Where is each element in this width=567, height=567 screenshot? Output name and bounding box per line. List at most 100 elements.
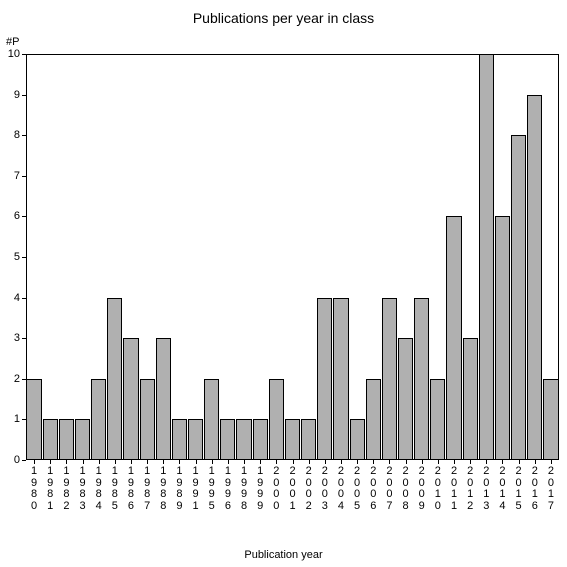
bar <box>156 338 171 460</box>
y-tick <box>22 54 26 55</box>
bar <box>366 379 381 460</box>
y-tick-label: 10 <box>0 48 20 60</box>
x-tick <box>276 460 277 464</box>
x-tick-label: 1988 <box>158 466 168 512</box>
x-tick <box>341 460 342 464</box>
x-tick <box>179 460 180 464</box>
x-tick <box>502 460 503 464</box>
x-tick-label: 1987 <box>142 466 152 512</box>
x-tick <box>422 460 423 464</box>
x-tick <box>244 460 245 464</box>
bar <box>285 419 300 460</box>
y-tick <box>22 216 26 217</box>
x-tick-label: 2006 <box>368 466 378 512</box>
x-tick <box>83 460 84 464</box>
x-tick-label: 2015 <box>514 466 524 512</box>
y-tick-label: 5 <box>0 251 20 263</box>
y-tick <box>22 379 26 380</box>
x-tick <box>373 460 374 464</box>
y-tick-label: 1 <box>0 413 20 425</box>
x-tick <box>163 460 164 464</box>
x-tick-label: 1986 <box>126 466 136 512</box>
bar <box>495 216 510 460</box>
y-tick-label: 7 <box>0 170 20 182</box>
x-tick <box>438 460 439 464</box>
y-tick <box>22 257 26 258</box>
y-tick <box>22 460 26 461</box>
x-tick-label: 2008 <box>401 466 411 512</box>
x-tick-label: 1996 <box>223 466 233 512</box>
x-tick <box>196 460 197 464</box>
x-tick <box>535 460 536 464</box>
bar <box>26 379 41 460</box>
x-tick <box>470 460 471 464</box>
y-tick-label: 9 <box>0 89 20 101</box>
bar <box>220 419 235 460</box>
x-tick-label: 2000 <box>271 466 281 512</box>
x-tick-label: 2016 <box>530 466 540 512</box>
bar <box>463 338 478 460</box>
bar <box>382 298 397 460</box>
y-tick <box>22 135 26 136</box>
x-tick <box>147 460 148 464</box>
bar <box>479 54 494 460</box>
bar <box>59 419 74 460</box>
bar <box>188 419 203 460</box>
bar <box>204 379 219 460</box>
chart-container: Publications per year in class #P Public… <box>0 0 567 567</box>
x-tick-label: 1983 <box>78 466 88 512</box>
x-tick-label: 2003 <box>320 466 330 512</box>
x-tick <box>34 460 35 464</box>
y-tick-label: 3 <box>0 332 20 344</box>
x-tick <box>389 460 390 464</box>
x-tick <box>406 460 407 464</box>
y-tick-label: 8 <box>0 129 20 141</box>
x-tick-label: 2012 <box>465 466 475 512</box>
x-tick-label: 1999 <box>255 466 265 512</box>
y-tick <box>22 419 26 420</box>
x-tick-label: 2017 <box>546 466 556 512</box>
bar <box>107 298 122 460</box>
bar <box>172 419 187 460</box>
y-tick <box>22 298 26 299</box>
x-tick <box>519 460 520 464</box>
bar <box>317 298 332 460</box>
x-tick-label: 1984 <box>94 466 104 512</box>
x-tick-label: 2013 <box>481 466 491 512</box>
x-tick-label: 1980 <box>29 466 39 512</box>
x-tick-label: 2010 <box>433 466 443 512</box>
x-tick <box>454 460 455 464</box>
bar <box>446 216 461 460</box>
bar <box>333 298 348 460</box>
y-axis-marker: #P <box>6 36 19 48</box>
x-tick-label: 1991 <box>191 466 201 512</box>
x-tick <box>486 460 487 464</box>
x-tick <box>293 460 294 464</box>
bar <box>269 379 284 460</box>
chart-title: Publications per year in class <box>0 10 567 26</box>
x-tick-label: 2002 <box>304 466 314 512</box>
x-tick-label: 2004 <box>336 466 346 512</box>
x-tick <box>115 460 116 464</box>
x-tick-label: 1982 <box>61 466 71 512</box>
x-tick-label: 2009 <box>417 466 427 512</box>
bar <box>75 419 90 460</box>
bar <box>430 379 445 460</box>
bar <box>43 419 58 460</box>
x-tick <box>309 460 310 464</box>
x-tick <box>325 460 326 464</box>
bar <box>543 379 558 460</box>
y-tick-label: 4 <box>0 292 20 304</box>
x-tick-label: 1998 <box>239 466 249 512</box>
x-tick-label: 1985 <box>110 466 120 512</box>
x-tick <box>99 460 100 464</box>
bar <box>301 419 316 460</box>
x-tick <box>551 460 552 464</box>
x-tick <box>212 460 213 464</box>
y-tick-label: 0 <box>0 454 20 466</box>
y-tick-label: 2 <box>0 373 20 385</box>
x-tick-label: 2014 <box>497 466 507 512</box>
x-tick <box>228 460 229 464</box>
y-tick-label: 6 <box>0 210 20 222</box>
y-tick <box>22 95 26 96</box>
